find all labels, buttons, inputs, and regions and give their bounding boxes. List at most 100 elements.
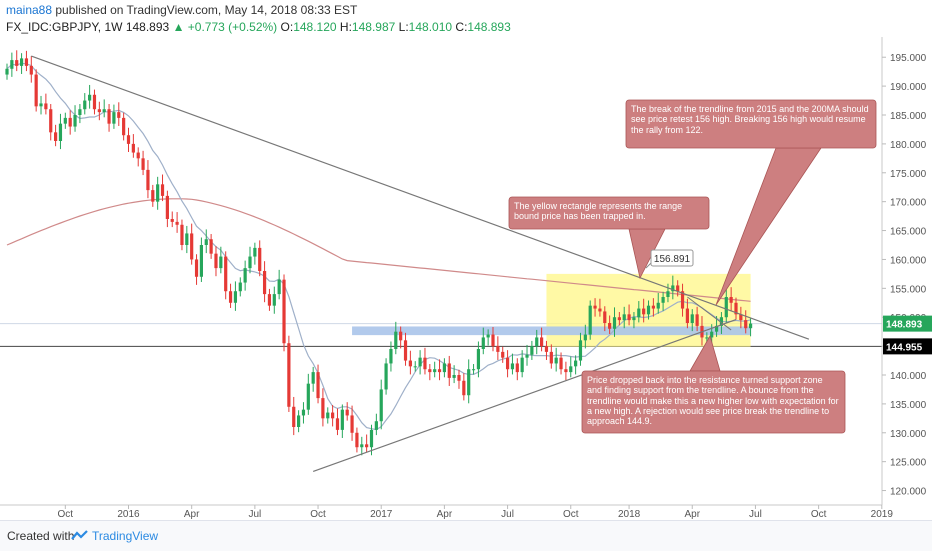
callout-box bbox=[508, 196, 710, 230]
candle bbox=[593, 298, 597, 317]
callout-text: The yellow rectangle represents the rang… bbox=[514, 201, 683, 222]
candle bbox=[442, 358, 446, 378]
price-chart[interactable]: The break of the trendline from 2015 and… bbox=[0, 0, 932, 520]
candle bbox=[423, 347, 427, 375]
candle bbox=[44, 93, 48, 115]
candle-body bbox=[219, 256, 223, 269]
candle bbox=[544, 340, 549, 360]
candle-body bbox=[486, 334, 490, 338]
trendline-break-note: The break of the trendline from 2015 and… bbox=[625, 99, 877, 306]
candle-body bbox=[510, 363, 515, 370]
candle bbox=[238, 277, 242, 297]
candle bbox=[578, 332, 583, 366]
y-tick-label: 135.000 bbox=[890, 400, 927, 411]
candle-body bbox=[705, 337, 709, 339]
candle bbox=[428, 364, 432, 381]
candle bbox=[379, 379, 383, 430]
created-with-text: Created with bbox=[7, 529, 75, 543]
candle-body bbox=[622, 314, 626, 321]
candle-body bbox=[685, 308, 689, 323]
y-tick-label: 195.000 bbox=[890, 53, 927, 64]
y-tick-label: 190.000 bbox=[890, 82, 927, 93]
range-note: The yellow rectangle represents the rang… bbox=[508, 196, 710, 280]
candle-body bbox=[34, 74, 38, 107]
candle-body bbox=[151, 190, 155, 202]
author-link[interactable]: maina88 bbox=[6, 3, 53, 17]
candle bbox=[78, 104, 82, 124]
candle-body bbox=[680, 291, 685, 309]
candle-body bbox=[146, 169, 150, 191]
candle-body bbox=[739, 314, 743, 321]
candle-body bbox=[199, 245, 203, 277]
candle-body bbox=[316, 372, 320, 399]
candle bbox=[151, 184, 155, 207]
candle bbox=[729, 287, 733, 311]
x-tick-label: Apr bbox=[684, 509, 700, 520]
callout-text-box: Price dropped back into the resistance t… bbox=[587, 375, 839, 426]
short-trend-line bbox=[687, 296, 732, 331]
candle bbox=[340, 404, 344, 438]
candle-body bbox=[549, 351, 553, 364]
candle bbox=[457, 369, 461, 389]
candle bbox=[637, 301, 641, 323]
candle bbox=[277, 269, 281, 300]
candle bbox=[194, 254, 199, 285]
candle-body bbox=[117, 112, 121, 118]
candle bbox=[19, 53, 24, 74]
candle bbox=[180, 219, 184, 251]
y-tick-label: 125.000 bbox=[890, 458, 927, 469]
candle-body bbox=[209, 239, 213, 254]
zones bbox=[0, 273, 882, 347]
candle-body bbox=[501, 351, 505, 358]
candle bbox=[661, 291, 665, 311]
candle-body bbox=[122, 117, 126, 136]
x-tick-label: Oct bbox=[58, 509, 74, 520]
candle-body bbox=[165, 195, 169, 219]
candle bbox=[646, 300, 651, 320]
tradingview-link[interactable]: TradingView bbox=[92, 529, 159, 543]
candle-body bbox=[78, 109, 82, 115]
candle-body bbox=[88, 94, 92, 101]
candle bbox=[374, 413, 378, 436]
candle bbox=[695, 306, 699, 332]
candle-body bbox=[535, 337, 539, 347]
callout-text-box: The break of the trendline from 2015 and… bbox=[631, 104, 869, 135]
candle bbox=[117, 102, 121, 126]
candle bbox=[156, 176, 160, 210]
candle bbox=[632, 312, 636, 329]
candle-body bbox=[83, 100, 87, 110]
candle-body bbox=[724, 297, 728, 318]
candle-body bbox=[63, 117, 67, 124]
candle-body bbox=[360, 444, 364, 448]
tradingview-logo-icon[interactable] bbox=[71, 529, 89, 541]
candle-body bbox=[540, 337, 544, 347]
candle bbox=[102, 99, 106, 118]
candle-body bbox=[588, 305, 592, 335]
candle bbox=[471, 364, 476, 375]
candle bbox=[564, 361, 568, 381]
candle bbox=[83, 93, 87, 115]
candle bbox=[651, 298, 655, 317]
low-label: L: bbox=[398, 20, 409, 34]
candle bbox=[243, 260, 247, 291]
indicator-lines bbox=[6, 62, 751, 431]
candle-body bbox=[554, 357, 558, 364]
candle-body bbox=[418, 357, 422, 367]
support-zone bbox=[352, 326, 751, 336]
high-label: H: bbox=[339, 20, 352, 34]
candle bbox=[598, 298, 602, 317]
candle-body bbox=[627, 314, 631, 321]
y-tick-label: 185.000 bbox=[890, 111, 927, 122]
candle-body bbox=[442, 363, 446, 373]
candle bbox=[126, 127, 131, 152]
callout-text-box: The yellow rectangle represents the rang… bbox=[514, 201, 683, 222]
candle-body bbox=[170, 219, 174, 222]
candle bbox=[496, 336, 500, 360]
candle-body bbox=[180, 224, 184, 245]
candle-body bbox=[651, 305, 655, 309]
candle-body bbox=[355, 432, 359, 448]
candle-body bbox=[462, 380, 466, 396]
candle bbox=[588, 300, 592, 340]
candle-body bbox=[102, 109, 106, 113]
candle-body bbox=[734, 302, 738, 315]
